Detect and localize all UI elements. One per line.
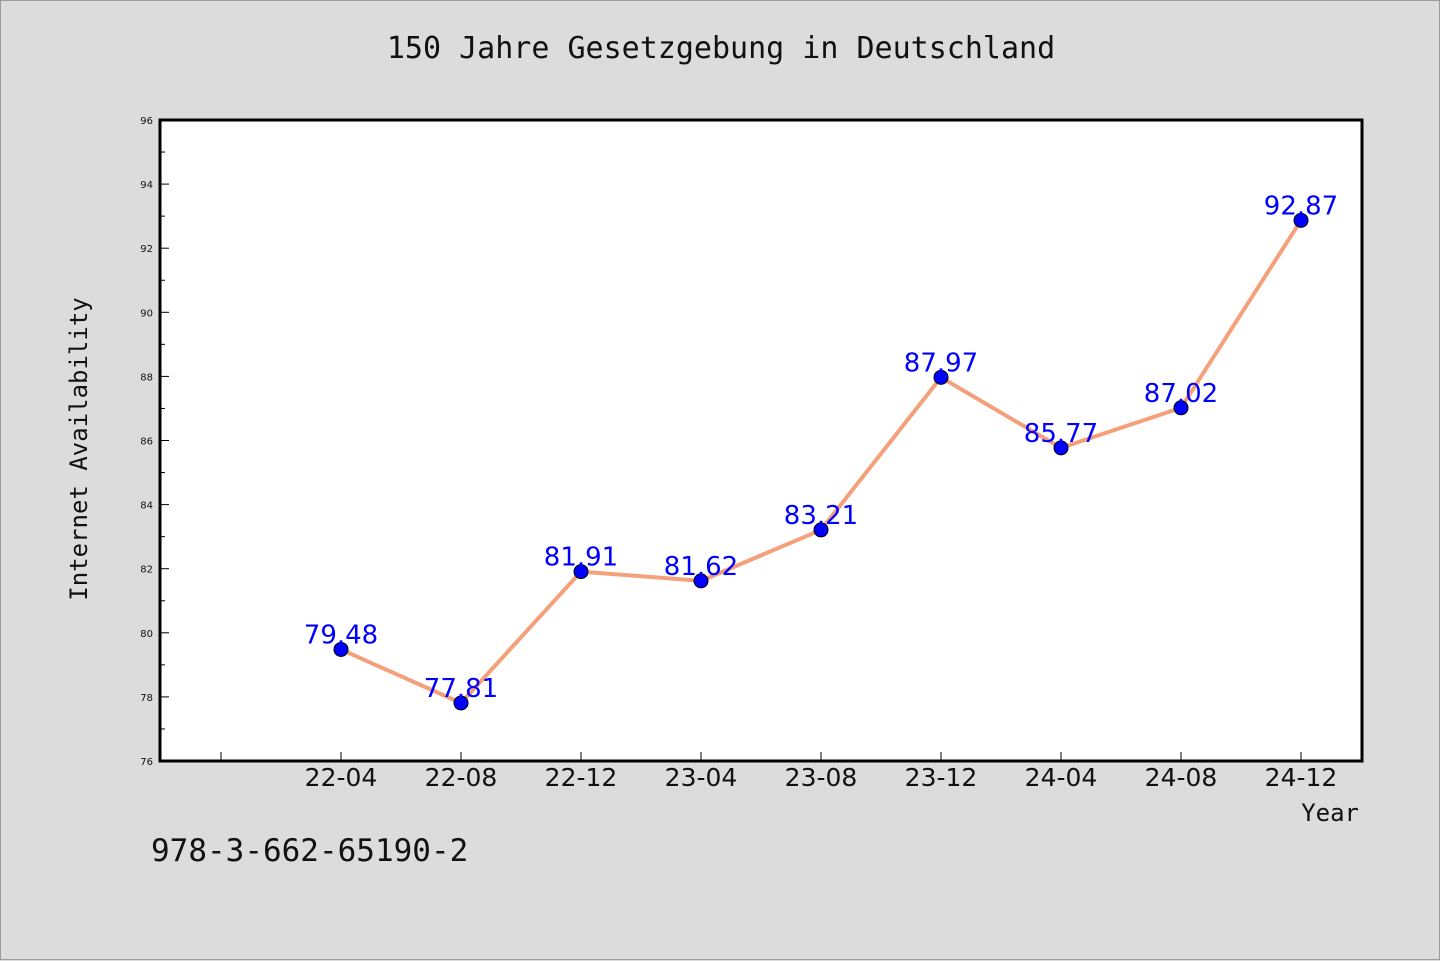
- data-label: 77.81: [424, 674, 498, 704]
- y-tick-label: 94: [140, 180, 153, 191]
- data-point: [573, 564, 589, 580]
- x-tick-label: 22-12: [545, 763, 618, 792]
- data-point: [933, 369, 949, 385]
- x-tick-label: 23-04: [665, 763, 738, 792]
- data-point: [813, 522, 829, 538]
- x-tick-label: 22-08: [425, 763, 498, 792]
- x-tick-label: 24-04: [1025, 763, 1098, 792]
- data-label: 85.77: [1024, 419, 1098, 449]
- y-axis-label: Internet Availability: [65, 297, 93, 600]
- data-point: [1293, 212, 1309, 228]
- footer-isbn: 978-3-662-65190-2: [151, 833, 469, 869]
- x-axis: 22-04 22-08 22-12 23-04 23-08 23-12 24-04 24-08…: [220, 752, 1338, 792]
- y-tick-label: 76: [140, 757, 153, 768]
- y-tick-label: 96: [140, 116, 153, 127]
- y-tick-label: 88: [140, 372, 153, 383]
- x-tick-label: 24-12: [1265, 763, 1338, 792]
- data-label: 81.62: [664, 552, 738, 582]
- y-tick-label: 78: [140, 693, 153, 704]
- x-axis-label: Year: [1301, 799, 1359, 827]
- x-tick-label: 24-08: [1145, 763, 1218, 792]
- x-tick-label: 22-04: [305, 763, 378, 792]
- data-label: 87.02: [1144, 379, 1218, 409]
- x-tick-label: 23-08: [785, 763, 858, 792]
- data-label: 81.91: [544, 543, 618, 573]
- data-label: 79.48: [304, 620, 378, 650]
- y-tick-label: 92: [140, 244, 153, 255]
- y-axis: 76 78 80 82 84 86 88 90 92 94 96: [140, 116, 169, 768]
- series-line-group: 79.48 77.81 81.91 81.62 83.21 87.97 85.77 87.02…: [304, 191, 1338, 711]
- x-tick-label: 23-12: [905, 763, 978, 792]
- y-tick-label: 80: [140, 629, 153, 640]
- data-label: 83.21: [784, 501, 858, 531]
- data-label: 87.97: [904, 348, 978, 378]
- data-label: 92.87: [1264, 191, 1338, 221]
- y-tick-label: 86: [140, 437, 153, 448]
- data-point: [693, 573, 709, 589]
- plot-area: [158, 118, 1364, 763]
- data-point: [333, 641, 349, 657]
- data-point: [453, 695, 469, 711]
- chart-title: 150 Jahre Gesetzgebung in Deutschland: [386, 31, 1056, 66]
- y-tick-label: 82: [140, 565, 153, 576]
- data-point: [1173, 400, 1189, 416]
- y-tick-label: 84: [140, 501, 153, 512]
- data-point: [1053, 440, 1069, 456]
- y-tick-label: 90: [140, 308, 153, 319]
